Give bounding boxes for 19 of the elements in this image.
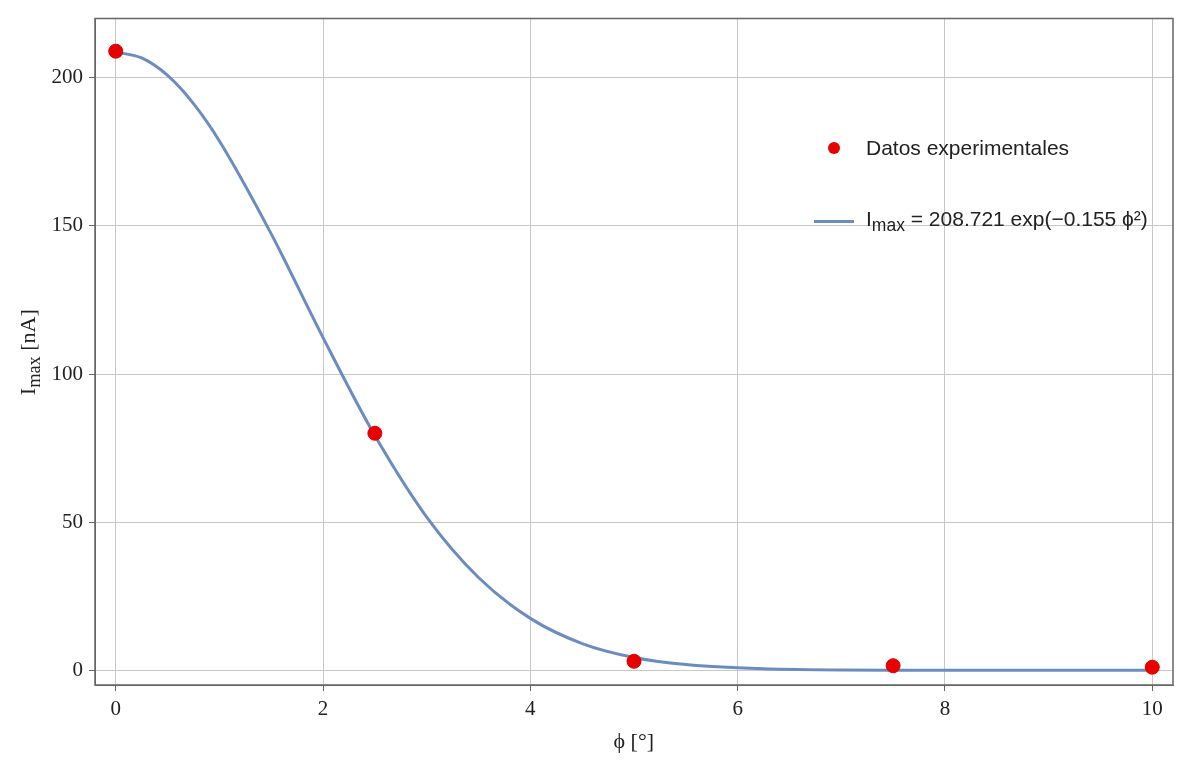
x-tick-label: 4 [525, 696, 537, 721]
x-tick-label: 0 [110, 696, 121, 721]
y-tick-label: 100 [51, 360, 83, 385]
legend-label: I$_{max}$ = 208.721 exp(−0.155 ϕ²) [866, 207, 1148, 237]
x-tick-label: 10 [1141, 696, 1163, 721]
point [885, 658, 901, 674]
x-tick-label: 2 [317, 696, 329, 721]
point [367, 425, 383, 441]
x-axis-title: ϕ [°] [613, 728, 655, 754]
y-tick-label: 150 [51, 212, 83, 237]
y-tick-label: 0 [72, 656, 83, 681]
point [108, 43, 124, 59]
y-tick-label: 50 [62, 508, 83, 533]
legend-label: Datos experimentales [866, 135, 1070, 160]
x-tick-label: 8 [939, 696, 951, 721]
x-tick-label: 6 [732, 696, 743, 721]
point [626, 653, 642, 669]
point [1144, 659, 1160, 675]
y-tick-label: 200 [51, 64, 83, 89]
